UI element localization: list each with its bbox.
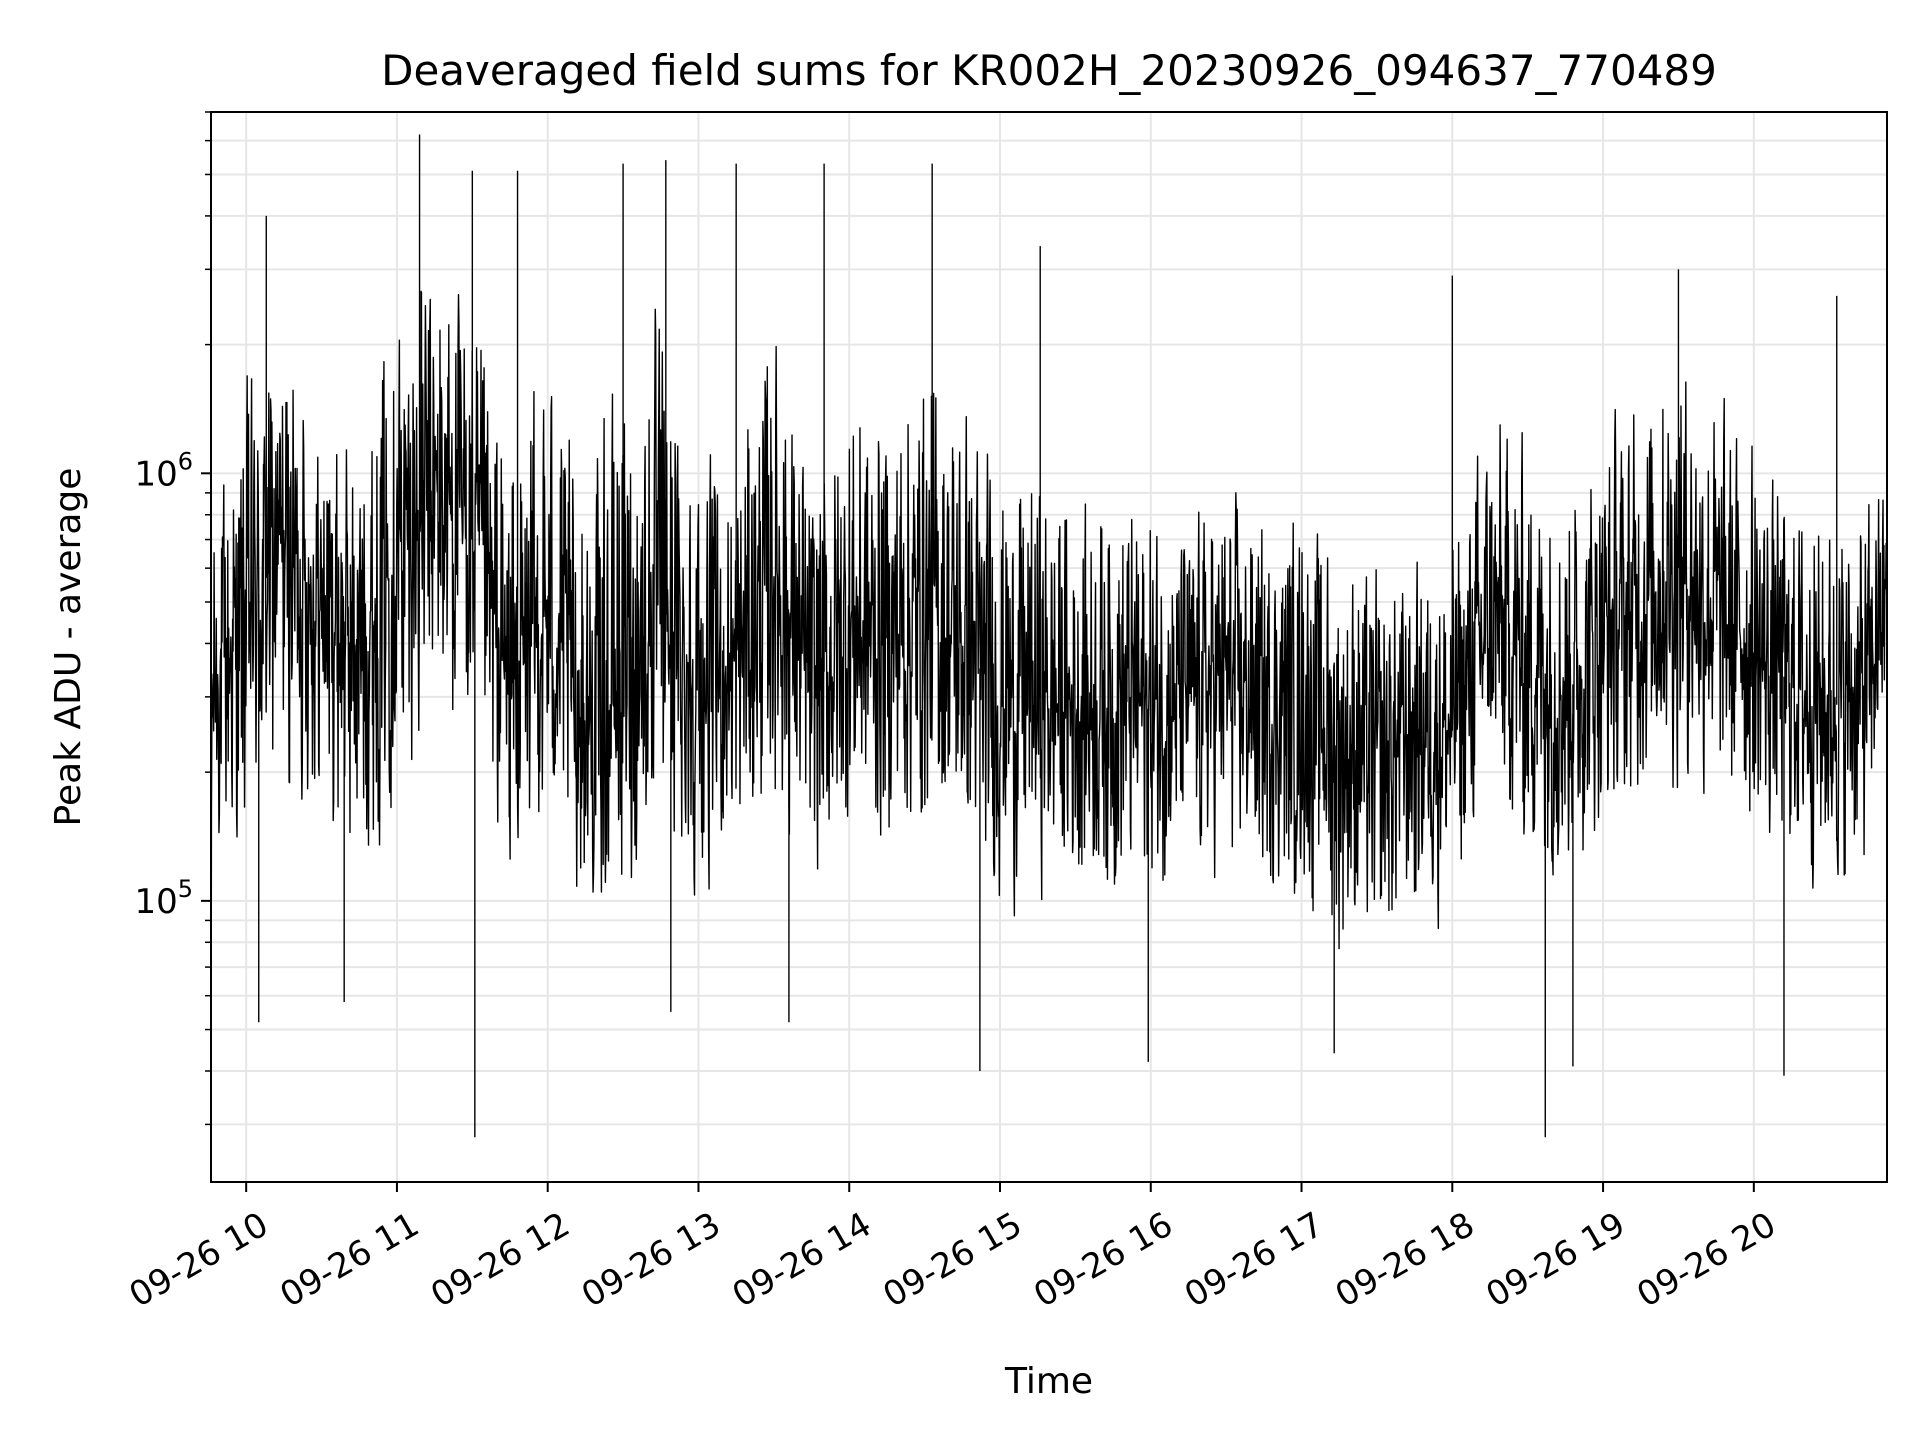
y-axis-label: Peak ADU - average <box>48 468 89 827</box>
y-axis-ticks: 105 106 <box>134 111 211 1126</box>
series-line <box>211 290 1887 1156</box>
y-tick-label: 106 <box>134 447 193 494</box>
y-tick-label: 105 <box>134 875 193 922</box>
plot-frame <box>210 111 1888 1183</box>
chart-title: Deaveraged field sums for KR002H_2023092… <box>381 46 1717 95</box>
x-axis-label: Time <box>1004 1361 1093 1402</box>
series-layer <box>211 134 1887 1156</box>
